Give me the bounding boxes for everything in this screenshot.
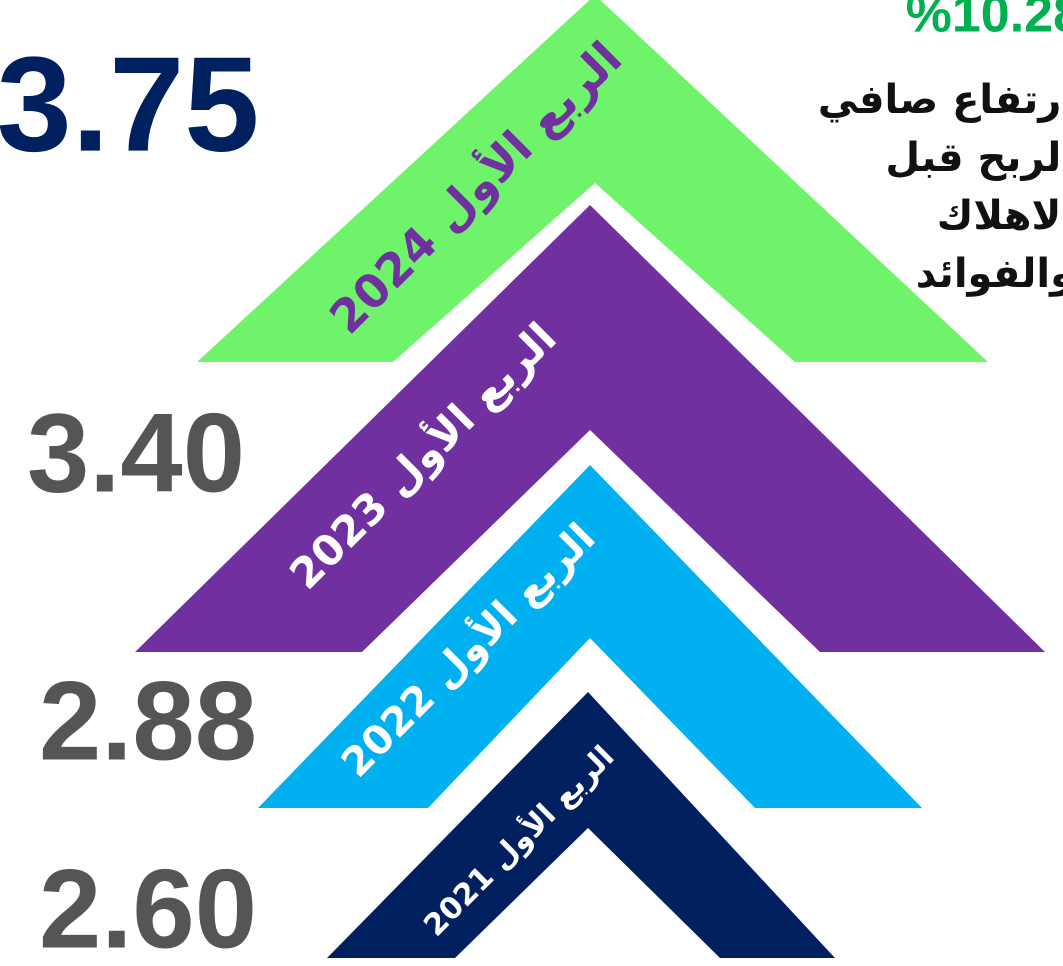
growth-text: الاهلاك	[937, 193, 1063, 239]
growth-text: الربح قبل	[885, 135, 1063, 181]
chevron	[327, 692, 835, 958]
chevron	[258, 465, 922, 808]
growth-text: ارتفاع صافي	[818, 77, 1063, 123]
growth-value: %10.28	[906, 0, 1063, 44]
growth-text: والفوائد	[916, 251, 1063, 297]
figure-value: 2.88	[39, 659, 257, 784]
figure-value: 3.40	[27, 391, 245, 516]
figure-value: 3.75	[0, 29, 259, 180]
figure-value: 2.60	[39, 847, 257, 966]
chevron	[135, 205, 1045, 652]
chevron	[197, 0, 988, 362]
